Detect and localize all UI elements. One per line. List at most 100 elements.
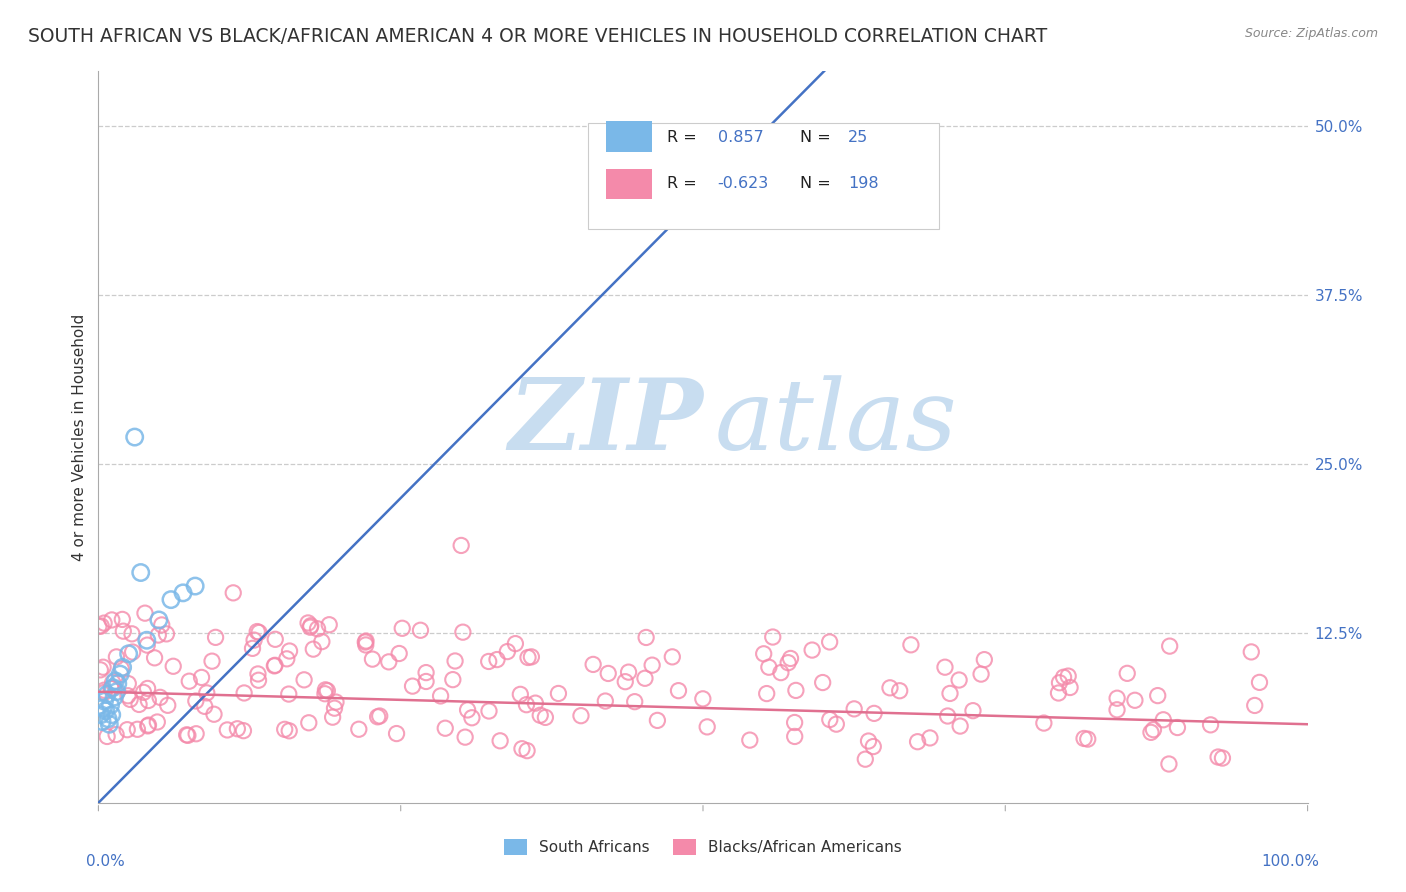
Point [879,681,901,695]
Point [970,667,993,681]
Point [156,698,179,713]
Point [242,641,264,656]
Point [135,633,157,648]
Point [150,618,173,632]
Point [177,728,200,742]
Point [1146,689,1168,703]
Point [454,730,477,744]
Point [948,673,970,687]
Point [143,650,166,665]
Point [184,694,207,708]
Point [148,613,170,627]
Point [136,693,159,707]
Point [668,683,690,698]
Point [105,684,128,698]
Point [155,627,177,641]
Point [107,676,129,690]
Point [844,702,866,716]
Point [441,673,464,687]
Point [217,723,239,737]
Point [778,656,800,670]
Point [738,733,761,747]
Point [785,683,807,698]
Point [318,617,340,632]
Text: N =: N = [800,129,831,145]
Text: 100.0%: 100.0% [1261,854,1320,869]
Point [278,723,301,738]
Point [1240,645,1263,659]
Point [103,690,125,705]
Point [100,707,122,722]
Point [1157,756,1180,771]
Point [1152,713,1174,727]
Point [91,701,114,715]
FancyBboxPatch shape [588,122,939,228]
Point [121,645,143,659]
Point [93,683,115,698]
Point [121,627,143,641]
Point [110,662,132,676]
Point [1077,732,1099,747]
Point [298,715,321,730]
Point [1166,721,1188,735]
Text: 0.0%: 0.0% [86,854,125,869]
Point [136,681,159,696]
Point [529,708,551,723]
Point [233,686,256,700]
Y-axis label: 4 or more Vehicles in Household: 4 or more Vehicles in Household [72,313,87,561]
Point [415,674,437,689]
Point [264,658,287,673]
Point [226,722,249,736]
Point [129,566,152,580]
Point [509,687,531,701]
Point [1211,751,1233,765]
Point [825,717,848,731]
Point [307,622,329,636]
Point [801,643,824,657]
Point [569,708,592,723]
Point [862,739,884,754]
Point [202,707,225,722]
Point [1047,686,1070,700]
Point [661,649,683,664]
Point [752,647,775,661]
Point [939,686,962,700]
Point [1107,691,1129,706]
Point [190,670,212,684]
Point [179,674,201,689]
Point [1140,725,1163,739]
Point [314,687,336,701]
Point [104,673,127,688]
Point [100,681,122,696]
Point [354,634,377,648]
Point [277,687,299,701]
Point [120,692,142,706]
Point [391,621,413,635]
Point [1249,675,1271,690]
Point [311,634,333,648]
Point [322,710,344,724]
Point [118,647,141,661]
Point [111,660,134,674]
Point [96,688,118,702]
Point [149,690,172,705]
Point [1123,693,1146,707]
Point [1105,703,1128,717]
Point [1057,669,1080,683]
Point [758,660,780,674]
Point [201,654,224,668]
Text: 0.857: 0.857 [717,129,763,145]
Point [132,685,155,699]
Point [636,631,658,645]
Point [347,723,370,737]
Text: SOUTH AFRICAN VS BLACK/AFRICAN AMERICAN 4 OR MORE VEHICLES IN HOUSEHOLD CORRELAT: SOUTH AFRICAN VS BLACK/AFRICAN AMERICAN … [28,27,1047,45]
Point [136,638,159,652]
Point [401,679,423,693]
Point [243,633,266,648]
Point [176,728,198,742]
Point [900,638,922,652]
Point [1159,639,1181,653]
Point [264,632,287,647]
Point [94,704,117,718]
Point [297,615,319,630]
